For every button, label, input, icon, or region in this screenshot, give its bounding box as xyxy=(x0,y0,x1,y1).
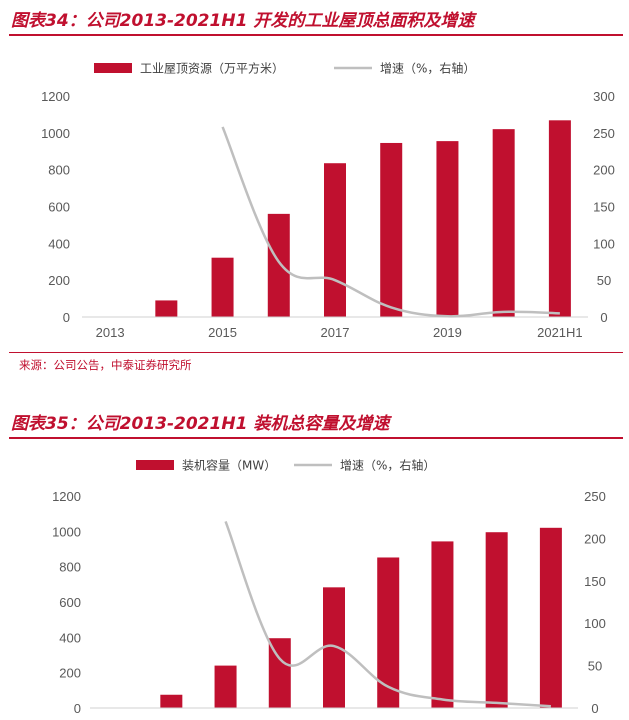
figure-35-bar-2020 xyxy=(485,532,508,708)
figure-34-source-divider xyxy=(9,352,623,353)
figure-34-bar-2017 xyxy=(324,163,346,317)
figure-34-legend-bar-label: 工业屋顶资源（万平方米） xyxy=(140,61,284,76)
figure-35-y-tick-label: 200 xyxy=(59,666,81,681)
figure-34-y-tick-label: 400 xyxy=(48,236,70,251)
figure-34-x-tick-label: 2021H1 xyxy=(537,325,583,340)
figure-35-bar-2015 xyxy=(214,665,237,708)
figure-34-header: 图表34：公司2013-2021H1 开发的工业屋顶总面积及增速 xyxy=(9,2,623,36)
figure-35-y2-tick-label: 0 xyxy=(591,701,598,716)
figure-35-y-tick-label: 1200 xyxy=(52,489,81,504)
figure-34-source: 来源：公司公告，中泰证券研究所 xyxy=(19,358,192,372)
figure-34-x-tick-label: 2017 xyxy=(321,325,350,340)
figure-35-y2-tick-label: 200 xyxy=(584,531,606,546)
figure-34-y-tick-label: 800 xyxy=(48,163,70,178)
figure-35-bar-2016 xyxy=(268,638,291,708)
figure-34-x-tick-label: 2015 xyxy=(208,325,237,340)
figure-34-y-tick-label: 600 xyxy=(48,200,70,215)
figure-35-y2-tick-label: 50 xyxy=(588,659,602,674)
figure-34-legend-line-label: 增速（%，右轴） xyxy=(380,61,475,76)
figure-34-y2-tick-label: 100 xyxy=(593,236,615,251)
figure-35-y2-tick-label: 250 xyxy=(584,489,606,504)
figure-35-bar-2014 xyxy=(160,694,183,708)
figure-34-bar-2021H1 xyxy=(548,120,571,317)
figure-34-y2-tick-label: 50 xyxy=(597,273,611,288)
figure-35-bar-2017 xyxy=(323,587,345,708)
figure-34-bar-2019 xyxy=(436,141,459,317)
figure-35-y-tick-label: 600 xyxy=(59,595,81,610)
figure-35-growth-line xyxy=(224,520,551,708)
figure-34-legend-bar-swatch xyxy=(94,63,132,73)
figure-34-x-tick-label: 2013 xyxy=(96,325,125,340)
figure-34-bar-2016 xyxy=(267,213,290,317)
figure-34-bar-2014 xyxy=(155,300,178,317)
figure-35-y-tick-label: 400 xyxy=(59,630,81,645)
figure-35-y-tick-label: 1000 xyxy=(52,524,81,539)
figure-34-bar-2020 xyxy=(492,129,515,317)
figure-34-x-tick-label: 2019 xyxy=(433,325,462,340)
figure-35-chart: 装机容量（MW） 增速（%，右轴） 0 200 400 600 800 1000 1200 0 50… xyxy=(52,458,606,717)
figure-35-header: 图表35：公司2013-2021H1 装机总容量及增速 xyxy=(9,405,623,439)
figure-34-growth-line xyxy=(221,126,560,318)
figure-34-title: 图表34：公司2013-2021H1 开发的工业屋顶总面积及增速 xyxy=(11,11,475,31)
figure-34-y2-tick-label: 200 xyxy=(593,163,615,178)
figure-35-legend-bar-label: 装机容量（MW） xyxy=(182,458,276,473)
figure-34-y2-tick-label: 250 xyxy=(593,126,615,141)
figure-35-y2-tick-label: 100 xyxy=(584,616,606,631)
figure-35-bar-2019 xyxy=(431,541,454,708)
figure-35-legend-line-label: 增速（%，右轴） xyxy=(340,458,435,473)
figure-34-y-tick-label: 0 xyxy=(63,310,70,325)
figure-35-bar-2018 xyxy=(377,557,400,708)
figure-35-y-tick-label: 0 xyxy=(74,701,81,716)
figure-34-y2-tick-label: 150 xyxy=(593,200,615,215)
figure-34-bar-2018 xyxy=(380,142,403,317)
figure-34-y-tick-label: 1000 xyxy=(41,126,70,141)
figure-34-y-tick-label: 200 xyxy=(48,273,70,288)
figure-34-y-tick-label: 1200 xyxy=(41,89,70,104)
figure-34-bar-2015 xyxy=(211,257,234,317)
figure-35-y2-tick-label: 150 xyxy=(584,574,606,589)
figure-34-chart: 工业屋顶资源（万平方米） 增速（%，右轴）02004006008001000120… xyxy=(41,61,615,341)
figure-34-y2-tick-label: 300 xyxy=(593,89,615,104)
figure-35-legend-bar-swatch xyxy=(136,460,174,470)
figure-35-title: 图表35：公司2013-2021H1 装机总容量及增速 xyxy=(11,414,390,434)
figure-35-y-tick-label: 800 xyxy=(59,560,81,575)
figure-34-y2-tick-label: 0 xyxy=(600,310,607,325)
figure-35-bar-2021H1 xyxy=(539,527,562,708)
